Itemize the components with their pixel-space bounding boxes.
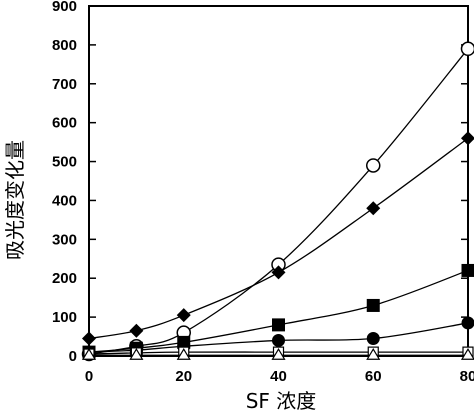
x-tick-label: 60 — [365, 368, 382, 385]
data-point — [460, 41, 474, 57]
y-tick-label: 0 — [69, 348, 77, 365]
data-point — [366, 298, 380, 312]
data-point — [366, 332, 380, 345]
x-tick-label: 20 — [175, 368, 192, 385]
series-line — [88, 137, 469, 340]
data-point — [271, 265, 286, 280]
x-tick-label: 80 — [460, 368, 474, 385]
x-tick-label: 40 — [270, 368, 287, 385]
y-tick-label: 800 — [52, 37, 77, 54]
y-tick-label: 100 — [52, 309, 77, 326]
data-point — [176, 348, 191, 360]
data-point — [272, 333, 285, 347]
y-tick-label: 400 — [52, 192, 77, 209]
series-line — [88, 48, 469, 355]
chart-axes: 0 100 200 300 400 500 600 700 800 900 0 20 40 60 80 — [52, 0, 474, 385]
series-filled-diamond — [82, 131, 474, 346]
data-point — [129, 348, 144, 360]
data-point — [366, 348, 381, 360]
y-tick-label: 200 — [52, 270, 77, 287]
y-tick-label: 600 — [52, 115, 77, 132]
data-point — [81, 348, 97, 360]
data-point — [460, 348, 474, 360]
series-open-circle — [81, 41, 474, 362]
data-point — [129, 323, 144, 338]
series-open-triangle — [81, 348, 474, 360]
x-tick-label: 0 — [85, 368, 93, 385]
y-tick-label: 900 — [52, 0, 77, 15]
y-axis-title: 吸光度变化量 — [3, 140, 27, 260]
data-point — [461, 316, 474, 330]
y-tick-label: 500 — [52, 154, 77, 171]
y-tick-label: 300 — [52, 231, 77, 248]
data-point — [461, 263, 474, 277]
data-point — [176, 308, 191, 323]
data-point — [271, 348, 286, 360]
data-point — [366, 158, 381, 173]
data-point — [272, 318, 285, 332]
data-point — [366, 201, 381, 216]
chart-series — [81, 41, 474, 362]
y-tick-label: 700 — [52, 76, 77, 93]
x-axis-title: SF 浓度 — [246, 389, 317, 413]
data-point — [461, 131, 474, 146]
data-point — [82, 331, 96, 346]
